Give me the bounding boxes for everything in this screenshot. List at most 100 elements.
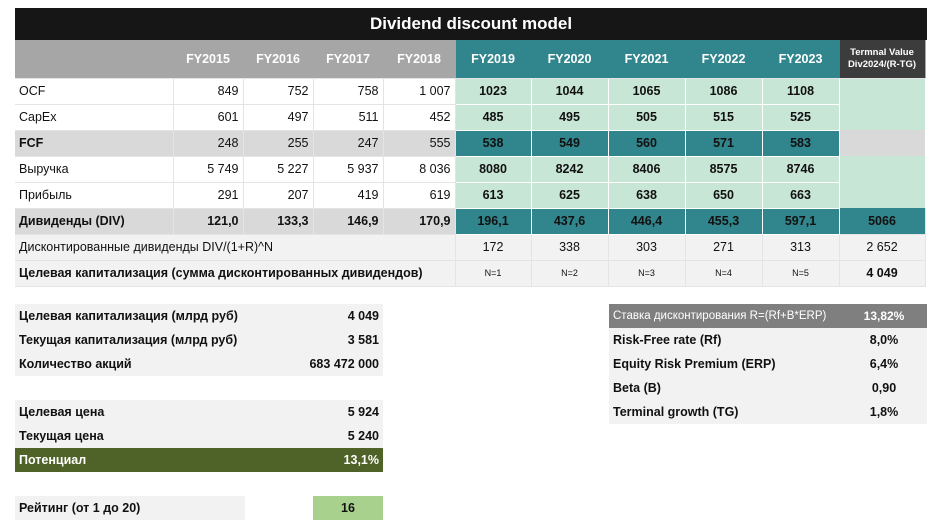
cell: 313 (762, 234, 840, 261)
tv-cell (839, 104, 925, 130)
shares-value: 683 472 000 (275, 352, 383, 376)
cell: 5 227 (243, 156, 314, 183)
rate-row: Beta (B) 0,90 (609, 376, 927, 400)
cell: 196,1 (455, 208, 532, 235)
cell: 497 (243, 104, 314, 131)
cell: 207 (243, 182, 314, 209)
discount-rate-label: Ставка дисконтирования R=(Rf+B*ERP) (609, 304, 841, 328)
period-label: N=4 (685, 260, 763, 287)
row-label: Дисконтированные дивиденды DIV/(1+R)^N (15, 234, 456, 261)
cell: 555 (383, 130, 456, 157)
price-summary: Целевая цена 5 924 Текущая цена 5 240 Поте… (15, 400, 383, 472)
row-label: Выручка (15, 156, 174, 183)
rate-row: Equity Risk Premium (ERP) 6,4% (609, 352, 927, 376)
target-cap-total: 4 049 (839, 260, 926, 287)
cell: 8746 (762, 156, 840, 183)
rating-value: 16 (313, 496, 383, 520)
tv-cell (839, 130, 925, 156)
tg-value: 1,8% (841, 400, 927, 424)
cell: 146,9 (313, 208, 384, 235)
capitalization-summary: Целевая капитализация (млрд руб) 4 049 Те… (15, 304, 383, 376)
target-cap-row: Целевая капитализация (сумма дисконтиров… (15, 260, 926, 287)
cell: 133,3 (243, 208, 314, 235)
period-label: N=1 (455, 260, 532, 287)
cell: 619 (383, 182, 456, 209)
terminal-value-header: Termnal Value Div2024/(R-TG) (839, 40, 926, 79)
period-label: N=5 (762, 260, 840, 287)
cell: 8 036 (383, 156, 456, 183)
cell: 5 749 (173, 156, 244, 183)
projection-table: FY2015 FY2016 FY2017 FY2018 FY2019 FY202… (15, 40, 926, 287)
cell: 121,0 (173, 208, 244, 235)
cell: 247 (313, 130, 384, 157)
cell: 248 (173, 130, 244, 157)
current-cap-value: 3 581 (275, 328, 383, 352)
summary-row: Целевая цена 5 924 (15, 400, 383, 424)
cell: 495 (531, 104, 609, 131)
table-row: Прибыль 291 207 419 619 613 625 638 650 … (15, 182, 925, 209)
cell: 650 (685, 182, 763, 209)
cell: 255 (243, 130, 314, 157)
cell: 525 (762, 104, 840, 131)
cell: 752 (243, 78, 314, 105)
row-label: FCF (15, 130, 174, 157)
cell: 1065 (608, 78, 686, 105)
cell: 8242 (531, 156, 609, 183)
cell: 172 (455, 234, 532, 261)
cell: 485 (455, 104, 532, 131)
tv-header-line1: Termnal Value (850, 46, 914, 58)
row-label: Дивиденды (DIV) (15, 208, 174, 235)
cell: 271 (685, 234, 763, 261)
row-label: Целевая капитализация (сумма дисконтиров… (15, 260, 456, 287)
current-price-value: 5 240 (275, 424, 383, 448)
cell: 601 (173, 104, 244, 131)
erp-label: Equity Risk Premium (ERP) (609, 352, 841, 376)
rating-spacer (245, 496, 313, 520)
rf-value: 8,0% (841, 328, 927, 352)
cell: 1044 (531, 78, 609, 105)
cell: 849 (173, 78, 244, 105)
table-row: Выручка 5 749 5 227 5 937 8 036 8080 824… (15, 156, 925, 183)
cell: 5 937 (313, 156, 384, 183)
erp-value: 6,4% (841, 352, 927, 376)
cell: 8080 (455, 156, 532, 183)
year-header: FY2023 (762, 40, 840, 79)
target-cap-value: 4 049 (275, 304, 383, 328)
table-row: OCF 849 752 758 1 007 1023 1044 1065 108… (15, 78, 925, 105)
year-header: FY2015 (173, 40, 244, 79)
summary-row: Текущая цена 5 240 (15, 424, 383, 448)
year-header: FY2021 (608, 40, 686, 79)
row-label: OCF (15, 78, 174, 105)
table-row: Дивиденды (DIV) 121,0 133,3 146,9 170,9 … (15, 208, 926, 235)
current-price-label: Текущая цена (15, 424, 275, 448)
row-label: CapEx (15, 104, 174, 131)
cell: 549 (531, 130, 609, 157)
potential-label: Потенциал (15, 448, 275, 472)
discount-rate-value: 13,82% (841, 304, 927, 328)
period-label: N=2 (531, 260, 609, 287)
cell: 538 (455, 130, 532, 157)
cell: 571 (685, 130, 763, 157)
cell: 511 (313, 104, 384, 131)
rating-label: Рейтинг (от 1 до 20) (15, 496, 245, 520)
cell: 638 (608, 182, 686, 209)
beta-value: 0,90 (841, 376, 927, 400)
rates-table: Ставка дисконтирования R=(Rf+B*ERP) 13,82… (609, 304, 927, 424)
year-header: FY2020 (531, 40, 609, 79)
tv-cell (839, 78, 925, 104)
shares-label: Количество акций (15, 352, 275, 376)
year-header: FY2016 (243, 40, 314, 79)
target-price-value: 5 924 (275, 400, 383, 424)
potential-value: 13,1% (275, 448, 383, 472)
cell: 437,6 (531, 208, 609, 235)
target-cap-label: Целевая капитализация (млрд руб) (15, 304, 275, 328)
cell: 446,4 (608, 208, 686, 235)
period-label: N=3 (608, 260, 686, 287)
cell: 8575 (685, 156, 763, 183)
target-price-label: Целевая цена (15, 400, 275, 424)
discounted-row: Дисконтированные дивиденды DIV/(1+R)^N 1… (15, 234, 926, 261)
cell: 625 (531, 182, 609, 209)
model-title: Dividend discount model (15, 8, 927, 40)
cell: 291 (173, 182, 244, 209)
cell: 1108 (762, 78, 840, 105)
